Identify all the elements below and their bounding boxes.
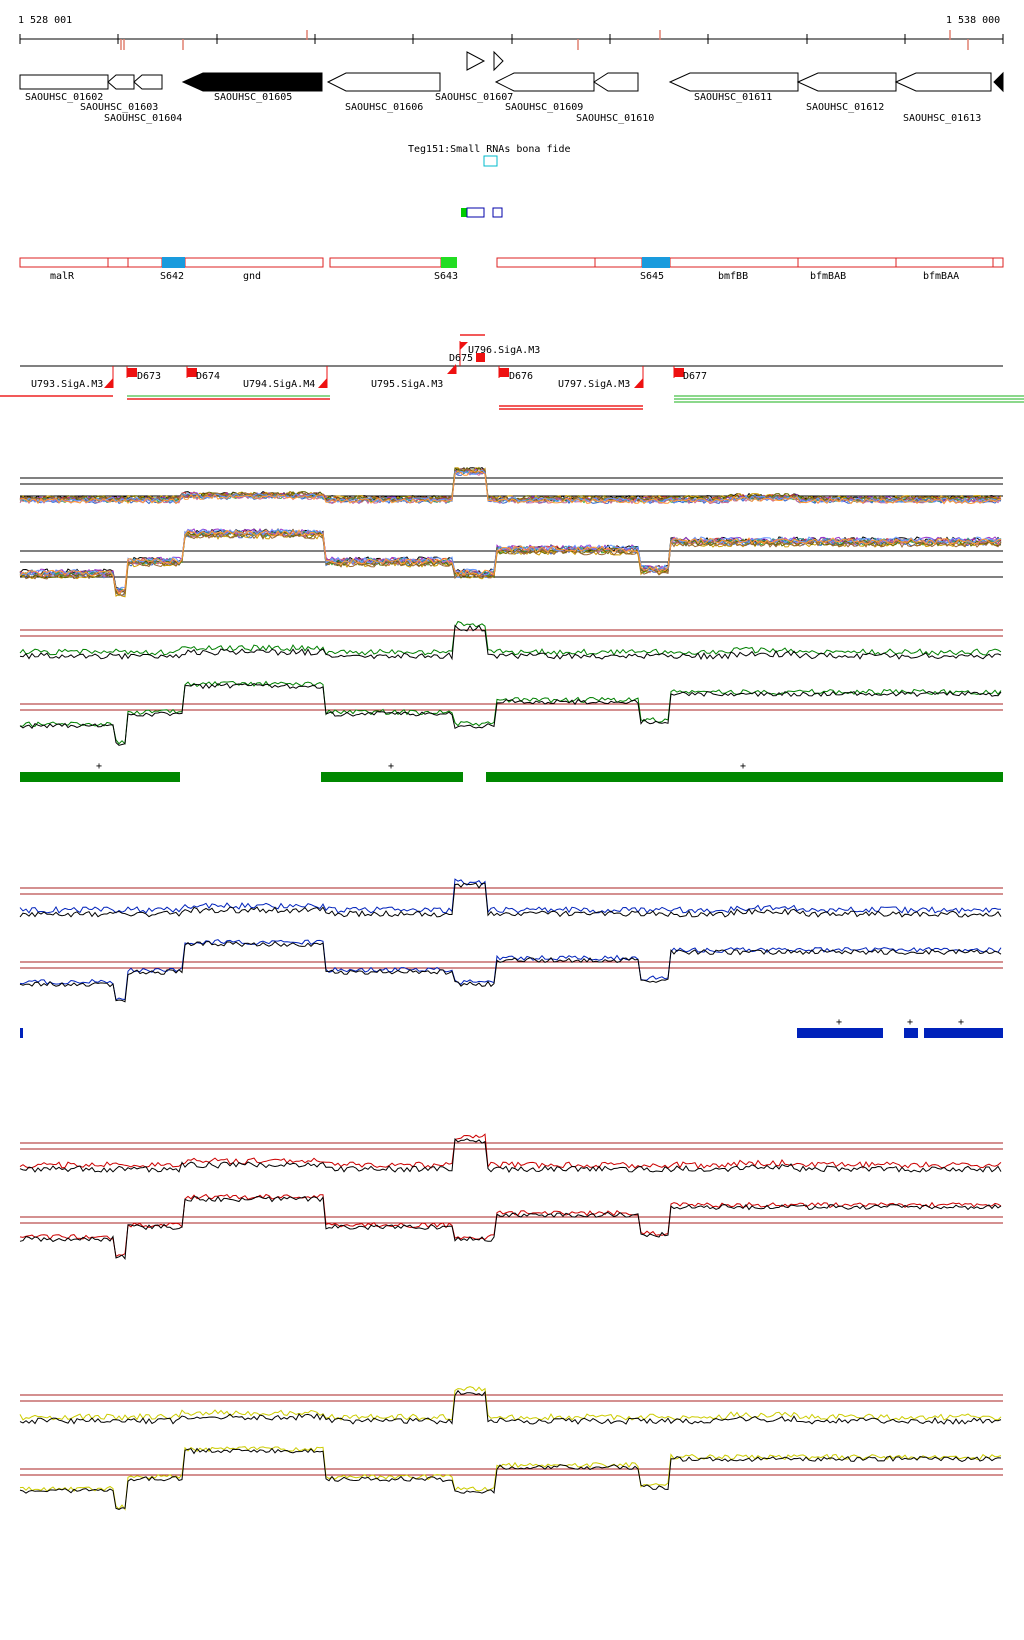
- gene-label: SAOUHSC_01602: [25, 92, 103, 103]
- promoter-label: D676: [509, 371, 533, 382]
- profile-upper-colored: [19, 620, 1002, 656]
- profile-upper-black: [19, 1389, 1002, 1425]
- segment-label: malR: [50, 271, 75, 282]
- gene-label: SAOUHSC_01613: [903, 113, 981, 124]
- red-expression-track: [19, 1133, 1003, 1260]
- gene-labels: SAOUHSC_01602 SAOUHSC_01603 SAOUHSC_0160…: [25, 92, 981, 124]
- profile-lower-black: [19, 682, 1002, 746]
- gene-label: SAOUHSC_01605: [214, 92, 292, 103]
- small-feature-track: [461, 207, 503, 218]
- start-coordinate: 1 528 001: [18, 15, 72, 26]
- strand-mark: +: [958, 1017, 964, 1028]
- gene-track: [19, 50, 1004, 93]
- promoter-label: D674: [196, 371, 220, 382]
- promoter-label: U796.SigA.M3: [468, 345, 540, 356]
- profile-upper-colored: [19, 1133, 1002, 1169]
- promoter-label: U795.SigA.M3: [371, 379, 443, 390]
- segment-label: S645: [640, 271, 664, 282]
- strand-mark: +: [740, 761, 746, 772]
- profile-lower-black: [19, 940, 1002, 1003]
- segment-label: bfmBAB: [810, 271, 846, 282]
- profile-upper-black: [19, 1138, 1002, 1173]
- gene-label: SAOUHSC_01611: [694, 92, 772, 103]
- blue-expression-track: [19, 878, 1003, 1003]
- segment-label: bmfBB: [718, 271, 748, 282]
- segment-label: S642: [160, 271, 184, 282]
- condition-profile-upper: [19, 469, 1002, 504]
- profile-upper-colored: [19, 878, 1002, 914]
- condition-profile-lower: [19, 529, 1002, 595]
- promoter-track: U793.SigA.M3 D673 D674 U794.SigA.M4 U795…: [0, 334, 1024, 410]
- promoter-label: U797.SigA.M3: [558, 379, 630, 390]
- profile-lower-black: [19, 1195, 1002, 1260]
- profile-lower-black: [19, 1447, 1002, 1510]
- yellow-expression-track: [19, 1386, 1003, 1511]
- promoter-label: U793.SigA.M3: [31, 379, 103, 390]
- strand-mark: +: [836, 1017, 842, 1028]
- segment-track: malR S642 gnd S643 S645 bmfBB bfmBAB bfm…: [19, 257, 1004, 282]
- profile-lower-colored: [19, 1193, 1002, 1258]
- promoter-label: D673: [137, 371, 161, 382]
- segment-label: gnd: [243, 271, 261, 282]
- strand-mark: +: [907, 1017, 913, 1028]
- strand-mark: +: [96, 761, 102, 772]
- promoter-label: D675: [449, 353, 473, 364]
- gene-label: SAOUHSC_01607: [435, 92, 513, 103]
- green-segmentation-bars: + + +: [20, 761, 1003, 782]
- srna-track: Teg151:Small RNAs bona fide: [408, 144, 571, 167]
- coordinate-ruler: 1 528 001 1 538 000: [18, 15, 1004, 50]
- profile-lower-colored: [19, 1446, 1002, 1511]
- profile-lower-colored: [19, 680, 1002, 745]
- segment-label: S643: [434, 271, 458, 282]
- condition-profile-upper: [19, 470, 1002, 505]
- blue-segmentation-bars: + + +: [20, 1017, 1003, 1038]
- gene-label: SAOUHSC_01610: [576, 113, 654, 124]
- segment-label: bfmBAA: [923, 271, 959, 282]
- gene-label: SAOUHSC_01612: [806, 102, 884, 113]
- profile-upper-black: [19, 624, 1002, 661]
- gene-label: SAOUHSC_01603: [80, 102, 158, 113]
- green-expression-track: [19, 620, 1003, 746]
- promoter-label: D677: [683, 371, 707, 382]
- gene-label: SAOUHSC_01604: [104, 113, 182, 124]
- profile-upper-black: [19, 882, 1002, 918]
- profile-upper-colored: [19, 1386, 1002, 1421]
- multi-condition-expression-track: [19, 466, 1003, 598]
- promoter-label: U794.SigA.M4: [243, 379, 315, 390]
- strand-mark: +: [388, 761, 394, 772]
- gene-label: SAOUHSC_01609: [505, 102, 583, 113]
- gene-label: SAOUHSC_01606: [345, 102, 423, 113]
- end-coordinate: 1 538 000: [946, 15, 1000, 26]
- srna-label: Teg151:Small RNAs bona fide: [408, 144, 571, 155]
